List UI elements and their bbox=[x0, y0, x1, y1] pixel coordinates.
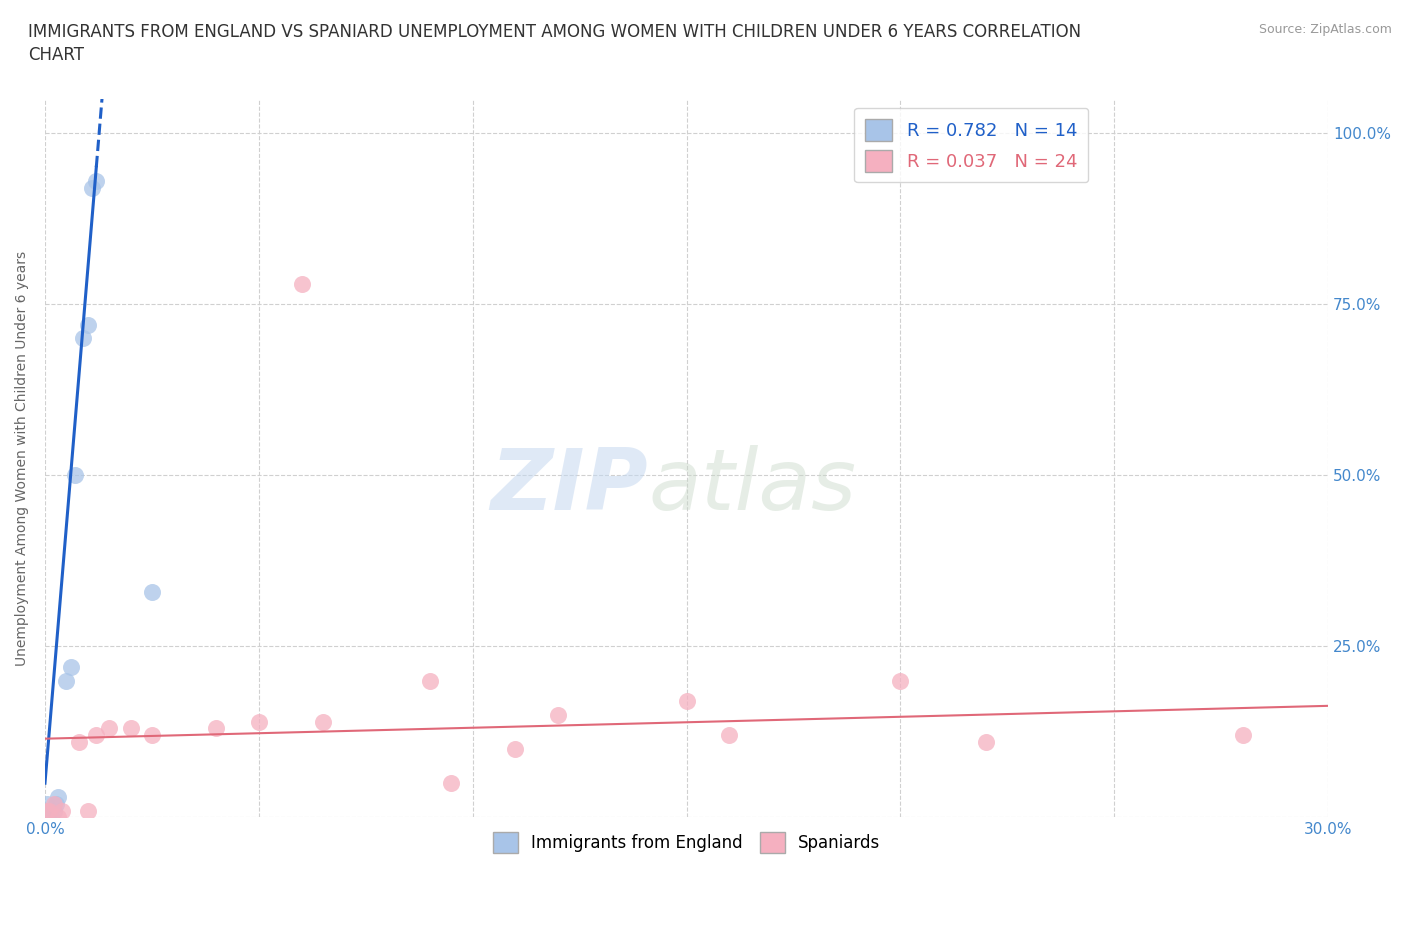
Point bbox=[1232, 728, 1254, 743]
Point bbox=[974, 735, 997, 750]
Y-axis label: Unemployment Among Women with Children Under 6 years: Unemployment Among Women with Children U… bbox=[15, 250, 30, 666]
Point bbox=[247, 714, 270, 729]
Point bbox=[419, 673, 441, 688]
Point bbox=[67, 735, 90, 750]
Point bbox=[76, 804, 98, 818]
Point bbox=[42, 796, 65, 811]
Point bbox=[38, 804, 60, 818]
Point bbox=[84, 173, 107, 188]
Point bbox=[38, 804, 60, 818]
Point bbox=[59, 659, 82, 674]
Point bbox=[98, 721, 121, 736]
Point bbox=[547, 708, 569, 723]
Point bbox=[42, 804, 65, 818]
Text: ZIP: ZIP bbox=[491, 445, 648, 528]
Text: Source: ZipAtlas.com: Source: ZipAtlas.com bbox=[1258, 23, 1392, 36]
Point bbox=[46, 790, 69, 804]
Point bbox=[41, 810, 63, 825]
Point bbox=[76, 317, 98, 332]
Point bbox=[63, 468, 86, 483]
Point bbox=[37, 804, 59, 818]
Point bbox=[718, 728, 741, 743]
Legend: Immigrants from England, Spaniards: Immigrants from England, Spaniards bbox=[486, 826, 887, 859]
Point bbox=[505, 741, 527, 756]
Point bbox=[141, 728, 163, 743]
Text: CHART: CHART bbox=[28, 46, 84, 64]
Point bbox=[51, 804, 73, 818]
Text: atlas: atlas bbox=[648, 445, 856, 528]
Text: IMMIGRANTS FROM ENGLAND VS SPANIARD UNEMPLOYMENT AMONG WOMEN WITH CHILDREN UNDER: IMMIGRANTS FROM ENGLAND VS SPANIARD UNEM… bbox=[28, 23, 1081, 41]
Point bbox=[205, 721, 228, 736]
Point bbox=[84, 728, 107, 743]
Point bbox=[80, 180, 103, 195]
Point bbox=[46, 810, 69, 825]
Point bbox=[440, 776, 463, 790]
Point bbox=[141, 584, 163, 599]
Point bbox=[291, 276, 314, 291]
Point bbox=[37, 796, 59, 811]
Point bbox=[889, 673, 911, 688]
Point bbox=[45, 796, 67, 811]
Point bbox=[72, 331, 94, 346]
Point bbox=[675, 694, 697, 709]
Point bbox=[120, 721, 142, 736]
Point bbox=[312, 714, 335, 729]
Point bbox=[55, 673, 77, 688]
